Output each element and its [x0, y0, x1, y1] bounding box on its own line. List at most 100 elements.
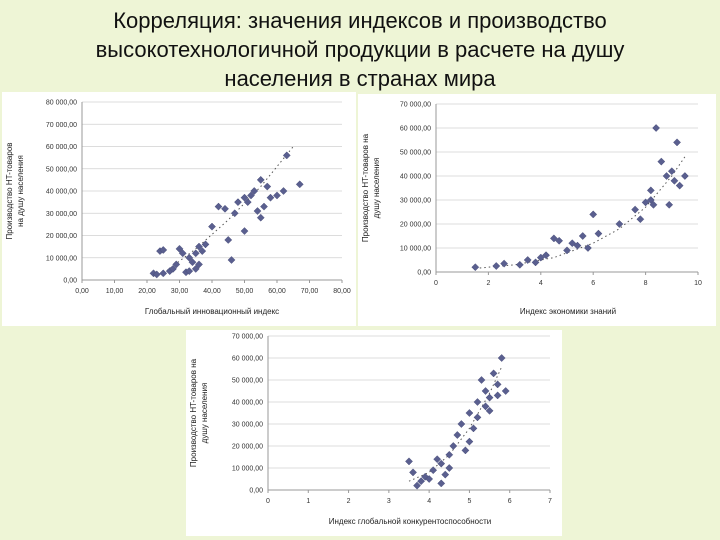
x-tick-label: 6 — [591, 280, 595, 287]
data-point — [615, 220, 624, 228]
x-tick-label: 0,00 — [75, 288, 89, 295]
data-point — [159, 246, 168, 254]
data-point — [188, 258, 197, 267]
y-axis-label: душу населения — [372, 158, 381, 219]
y-tick-label: 10 000,00 — [232, 466, 263, 473]
y-tick-label: 0,00 — [63, 278, 77, 285]
data-point — [169, 264, 177, 273]
data-point — [437, 459, 446, 468]
x-tick-label: 0 — [266, 498, 270, 505]
data-point — [485, 393, 494, 402]
data-point — [457, 420, 466, 428]
data-point — [185, 253, 194, 262]
chart-kei-panel: 0,00 10 000,00 20 000,00 30 000,00 40 000,00… — [358, 94, 716, 326]
data-point — [266, 193, 275, 202]
y-tick-label: 80 000,00 — [46, 100, 77, 107]
data-point — [172, 260, 181, 269]
x-tick-label: 3 — [387, 498, 391, 505]
data-point — [185, 267, 194, 275]
data-point — [568, 239, 577, 248]
x-tick-label: 7 — [548, 498, 552, 505]
title-line-3: населения в странах мира — [224, 66, 496, 91]
data-point — [195, 260, 203, 269]
data-point — [208, 222, 216, 231]
data-point — [253, 207, 262, 215]
y-tick-label: 50 000,00 — [400, 150, 431, 157]
y-tick-label: 0,00 — [417, 270, 431, 277]
data-point — [665, 200, 674, 209]
data-point — [260, 202, 268, 211]
data-point — [240, 227, 249, 235]
y-tick-label: 50 000,00 — [232, 378, 263, 385]
data-point — [473, 413, 482, 422]
x-tick-label: 4 — [539, 280, 543, 287]
data-point — [493, 391, 502, 400]
data-point — [234, 198, 242, 207]
y-tick-label: 30 000,00 — [400, 198, 431, 205]
trendline — [475, 156, 686, 269]
x-tick-label: 2 — [486, 280, 490, 287]
y-tick-label: 40 000,00 — [46, 189, 77, 196]
data-point — [631, 205, 640, 214]
y-tick-label: 40 000,00 — [232, 400, 263, 407]
x-axis-label: Индекс глобальной конкурентоспособности — [329, 517, 492, 526]
data-point — [550, 234, 558, 243]
y-tick-label: 20 000,00 — [232, 444, 263, 451]
data-point — [667, 167, 676, 176]
data-point — [405, 457, 413, 466]
data-point — [673, 138, 681, 147]
x-tick-label: 30,00 — [171, 288, 189, 295]
data-point — [489, 369, 498, 378]
data-point — [230, 209, 239, 218]
x-tick-label: 50,00 — [236, 288, 254, 295]
y-tick-label: 20 000,00 — [46, 233, 77, 240]
data-point — [178, 249, 187, 258]
data-point — [152, 270, 161, 279]
y-tick-label: 10 000,00 — [46, 255, 77, 262]
x-axis-label: Индекс экономики знаний — [520, 307, 616, 316]
slide-title: Корреляция: значения индексов и производ… — [0, 6, 720, 93]
data-point — [652, 124, 660, 132]
data-point — [461, 446, 470, 455]
data-point — [657, 157, 666, 166]
data-point — [425, 475, 434, 483]
data-point — [481, 402, 490, 411]
data-point — [662, 172, 671, 180]
data-point — [515, 260, 524, 269]
y-tick-label: 70 000,00 — [46, 122, 77, 129]
data-point — [465, 437, 474, 446]
data-point — [578, 232, 587, 240]
data-point — [191, 249, 200, 258]
data-point — [453, 431, 462, 439]
data-point — [256, 213, 265, 222]
title-line-2: высокотехнологичной продукции в расчете … — [95, 37, 625, 62]
y-tick-label: 70 000,00 — [400, 102, 431, 109]
data-point — [282, 151, 291, 160]
data-point — [429, 466, 438, 475]
data-point — [646, 186, 655, 195]
y-axis-label: Производство HT-товаров — [5, 142, 14, 239]
data-point — [413, 481, 421, 490]
data-point — [563, 246, 571, 255]
data-point — [497, 354, 506, 362]
data-point — [531, 258, 540, 267]
chart-gci: 0,00 10 000,00 20 000,00 30 000,00 40 000,00… — [189, 334, 552, 527]
data-point — [198, 247, 207, 255]
data-point — [243, 198, 252, 207]
title-line-1: Корреляция: значения индексов и производ… — [113, 8, 607, 33]
x-tick-label: 80,00 — [333, 288, 351, 295]
data-point — [445, 450, 454, 459]
chart-gii-panel: 0,00 10 000,00 20 000,00 30 000,00 40 000,00… — [2, 92, 356, 326]
data-point — [481, 387, 490, 395]
data-point — [485, 406, 494, 415]
data-point — [594, 229, 603, 238]
data-point — [542, 251, 550, 260]
data-point — [465, 409, 474, 417]
x-tick-label: 10 — [694, 280, 702, 287]
y-tick-label: 70 000,00 — [232, 334, 263, 341]
data-point — [473, 398, 482, 406]
y-tick-label: 30 000,00 — [46, 211, 77, 218]
y-tick-label: 10 000,00 — [400, 246, 431, 253]
trendline — [162, 146, 294, 274]
data-point — [279, 187, 288, 195]
